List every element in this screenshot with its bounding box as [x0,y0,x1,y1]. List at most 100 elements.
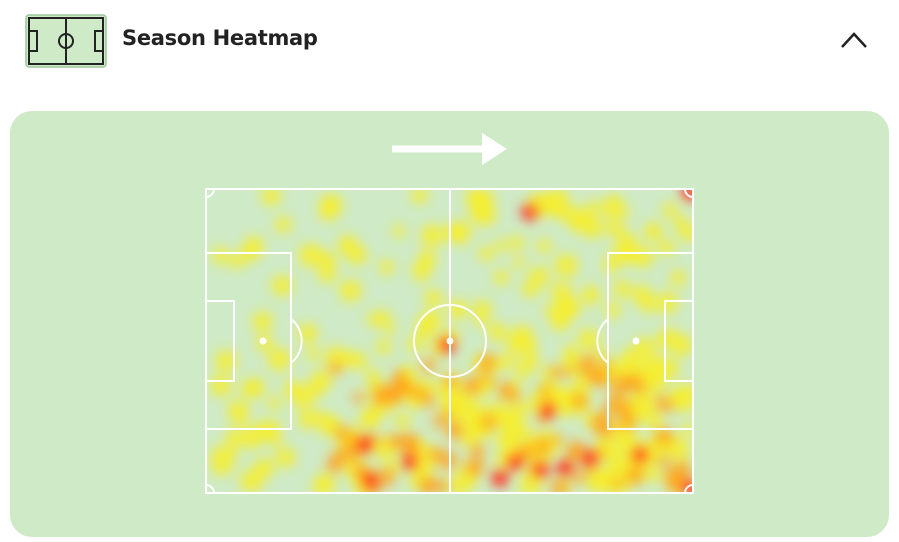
heat-blob [613,280,632,298]
heat-blob [275,447,296,468]
heat-blob [271,275,293,297]
heat-blob [225,428,243,446]
heat-blob [328,361,343,376]
heat-blob [420,358,436,374]
heat-blob [521,203,539,221]
heat-blob [478,353,497,371]
heat-blob [376,339,392,355]
direction-arrow [392,133,507,165]
heat-blob [516,422,530,436]
heat-blob [557,297,579,319]
heat-blob [646,367,668,388]
heat-blob [618,412,637,432]
heat-blob [352,391,365,404]
heat-blob [462,474,477,489]
heat-blob [445,422,464,441]
heat-blob [631,245,654,268]
heat-blob [298,409,318,429]
heat-blob [420,224,444,248]
heat-blob [298,243,323,267]
collapse-chevron[interactable] [841,32,867,48]
heat-blob [506,453,524,471]
heat-blob [580,285,601,305]
heat-blob [499,353,515,369]
heat-blob [308,381,324,398]
heat-blob [564,205,585,226]
heat-blob [607,453,630,476]
heat-blob [510,324,535,349]
pitch-spots [259,337,640,345]
heat-blob [392,224,406,238]
heat-blob [515,362,532,379]
heat-blob [341,350,359,368]
heat-blob [454,390,472,407]
heat-blob [432,415,446,429]
heat-blob [550,479,569,493]
heat-blob [544,303,559,319]
heat-blob [491,469,509,487]
heat-blob [444,222,464,242]
heat-blob [560,366,572,378]
heat-blob [428,446,444,462]
heat-blob [495,239,508,252]
heat-blob [631,446,649,464]
heat-blob [660,240,676,256]
heat-blob [478,245,494,261]
heat-blob [664,466,684,487]
heat-blob [538,384,551,397]
heat-blob [252,311,273,332]
heat-blob [359,410,378,429]
heat-blob [487,322,507,342]
heat-blob [681,479,693,493]
heat-blob [510,392,522,403]
heat-blob [562,344,580,362]
heat-blob [395,414,411,429]
heat-blob [424,289,440,306]
heat-blob [436,479,450,493]
heat-blob [214,349,238,373]
heat-blob [512,256,525,269]
heat-blob [645,467,661,482]
heat-blob [549,386,569,405]
heat-blob [401,453,419,471]
heat-blob [617,231,638,251]
heat-blob [509,407,525,423]
heat-blob [438,336,456,354]
heat-blob [209,374,232,397]
heat-blob [578,328,600,350]
heat-blob [521,280,539,298]
heat-blob [269,434,282,447]
heat-blob [297,323,318,344]
heat-blob [539,401,557,419]
heat-blob [340,234,356,250]
heat-blob [509,235,525,250]
heat-blob [227,399,250,422]
heat-blob [356,436,374,454]
heat-blob [253,457,275,479]
heat-blob [334,425,351,442]
heat-blob [625,466,645,486]
heat-blob [605,397,622,414]
heat-blob [319,193,343,217]
heat-blob [664,402,675,413]
heat-blob [438,450,458,470]
heat-blob [274,216,292,233]
heat-blob [352,462,366,477]
heat-blob [673,215,689,231]
heat-blob [267,347,291,372]
heat-blob [473,191,487,206]
heat-blob [267,396,281,410]
heat-blob [461,431,478,448]
heat-blob [622,400,634,412]
heat-blob [586,370,602,386]
heat-blob [419,480,433,493]
heat-blob [557,400,575,418]
heat-blob [601,358,613,370]
heat-blob [245,377,266,398]
heat-blob [554,253,578,278]
heat-blob [670,333,693,357]
heat-blob [469,375,482,388]
pitch-icon [25,14,107,68]
heat-blob [411,189,428,204]
